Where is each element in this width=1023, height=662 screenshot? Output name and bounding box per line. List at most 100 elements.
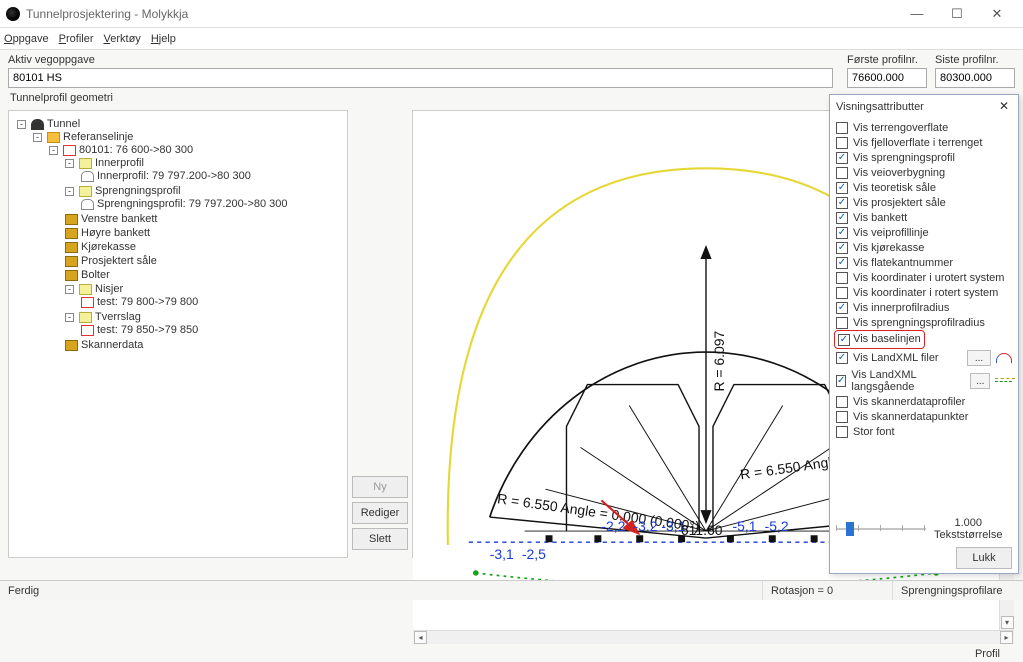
tree-tverr[interactable]: Tverrslag: [95, 311, 141, 323]
checkbox[interactable]: [836, 287, 848, 299]
popup-checkbox-row[interactable]: Stor font: [836, 426, 1012, 438]
checkbox[interactable]: [836, 167, 848, 179]
menu-profiler[interactable]: Profiler: [59, 33, 94, 45]
checkbox[interactable]: [836, 426, 848, 438]
maximize-button[interactable]: ☐: [937, 0, 977, 28]
menubar: Oppgave Profiler Verktøy Hjelp: [0, 28, 1023, 50]
checkbox[interactable]: ✓: [838, 334, 850, 346]
checkbox-label: Vis bankett: [853, 212, 907, 224]
popup-checkbox-row[interactable]: ✓ Vis bankett: [836, 212, 1012, 224]
profile-icon: [81, 171, 94, 182]
checkbox[interactable]: [836, 317, 848, 329]
font-size-slider[interactable]: [836, 522, 926, 536]
tree-inner[interactable]: Innerprofil: [95, 157, 144, 169]
tree-ref[interactable]: Referanselinje: [63, 131, 133, 143]
tree-kjore[interactable]: Kjørekasse: [81, 241, 136, 253]
menu-oppgave[interactable]: Oppgave: [4, 33, 49, 45]
popup-checkbox-row[interactable]: Vis veioverbygning: [836, 167, 1012, 179]
checkbox-label: Vis innerprofilradius: [853, 302, 949, 314]
minimize-button[interactable]: —: [897, 0, 937, 28]
expander[interactable]: -: [65, 187, 74, 196]
checkbox[interactable]: ✓: [836, 182, 848, 194]
popup-checkbox-row[interactable]: Vis sprengningsprofilradius: [836, 317, 1012, 329]
tree-hoyre[interactable]: Høyre bankett: [81, 227, 150, 239]
close-button[interactable]: ✕: [977, 0, 1017, 28]
expander[interactable]: -: [49, 146, 58, 155]
popup-checkbox-row[interactable]: ✓Vis kjørekasse: [836, 242, 1012, 254]
checkbox[interactable]: ✓: [836, 197, 848, 209]
folder-icon: [79, 186, 92, 197]
checkbox[interactable]: ✓: [836, 227, 848, 239]
checkbox[interactable]: ✓: [836, 257, 848, 269]
dots-button[interactable]: ...: [967, 350, 991, 366]
popup-checkbox-row[interactable]: Vis koordinater i rotert system: [836, 287, 1012, 299]
slider-value: 1.000: [934, 517, 1002, 529]
tree-venstre[interactable]: Venstre bankett: [81, 213, 157, 225]
tree-spreng-child[interactable]: Sprengningsprofil: 79 797.200->80 300: [97, 198, 288, 210]
forste-input[interactable]: [847, 68, 927, 88]
expander[interactable]: -: [17, 120, 26, 129]
checkbox[interactable]: ✓: [836, 375, 846, 387]
menu-hjelp[interactable]: Hjelp: [151, 33, 176, 45]
slett-button[interactable]: Slett: [352, 528, 408, 550]
checkbox-label: Vis teoretisk såle: [853, 182, 936, 194]
tree-panel[interactable]: -Tunnel -Referanselinje -80101: 76 600->…: [8, 110, 348, 558]
checkbox[interactable]: [836, 122, 848, 134]
popup-checkbox-row[interactable]: ✓Vis sprengningsprofil: [836, 152, 1012, 164]
r-top-label: R = 6.097: [711, 330, 727, 391]
siste-input[interactable]: [935, 68, 1015, 88]
popup-checkbox-row[interactable]: ✓Vis prosjektert såle: [836, 197, 1012, 209]
popup-checkbox-row[interactable]: ✓ Vis innerprofilradius: [836, 302, 1012, 314]
expander[interactable]: -: [65, 285, 74, 294]
popup-checkbox-row[interactable]: ✓Vis veiprofillinje: [836, 227, 1012, 239]
popup-checkbox-row[interactable]: ✓ Vis baselinjen: [836, 332, 1012, 347]
tree-skanner[interactable]: Skannerdata: [81, 339, 143, 351]
popup-close-button[interactable]: ✕: [996, 99, 1012, 115]
tree-root[interactable]: Tunnel: [47, 118, 80, 130]
checkbox[interactable]: ✓: [836, 242, 848, 254]
rediger-button[interactable]: Rediger: [352, 502, 408, 524]
center-num: 611.60: [681, 522, 723, 538]
expander[interactable]: -: [65, 159, 74, 168]
tree-refnum[interactable]: 80101: 76 600->80 300: [79, 144, 193, 156]
checkbox[interactable]: [836, 411, 848, 423]
popup-checkbox-row[interactable]: Vis skannerdataprofiler: [836, 396, 1012, 408]
checkbox[interactable]: [836, 396, 848, 408]
tree-bolter[interactable]: Bolter: [81, 269, 110, 281]
popup-checkbox-row[interactable]: ✓ Vis teoretisk såle: [836, 182, 1012, 194]
popup-checkbox-row[interactable]: Vis koordinater i urotert system: [836, 272, 1012, 284]
scroll-down-icon[interactable]: ▾: [1001, 616, 1014, 629]
checkbox-label: Stor font: [853, 426, 895, 438]
dots-button[interactable]: ...: [970, 373, 990, 389]
tree-spreng[interactable]: Sprengningsprofil: [95, 185, 181, 197]
aktiv-input[interactable]: [8, 68, 833, 88]
popup-checkbox-row[interactable]: Vis fjelloverflate i terrenget: [836, 137, 1012, 149]
item-icon: [81, 297, 94, 308]
checkbox[interactable]: [836, 272, 848, 284]
scroll-left-icon[interactable]: ◂: [414, 631, 427, 644]
popup-checkbox-row[interactable]: Vis skannerdatapunkter: [836, 411, 1012, 423]
tree-inner-child[interactable]: Innerprofil: 79 797.200->80 300: [97, 170, 251, 182]
tree-prosj[interactable]: Prosjektert såle: [81, 255, 157, 267]
checkbox[interactable]: ✓: [836, 212, 848, 224]
app-icon: [6, 7, 20, 21]
popup-checkbox-row[interactable]: ✓Vis LandXML langsgående...: [836, 369, 1012, 393]
lukk-button[interactable]: Lukk: [956, 547, 1012, 569]
popup-checkbox-row[interactable]: Vis terrengoverflate: [836, 122, 1012, 134]
tree-nisjer-child[interactable]: test: 79 800->79 800: [97, 296, 198, 308]
expander[interactable]: -: [65, 313, 74, 322]
tree-nisjer[interactable]: Nisjer: [95, 283, 123, 295]
checkbox[interactable]: ✓: [836, 352, 848, 364]
tree-tverr-child[interactable]: test: 79 850->79 850: [97, 324, 198, 336]
popup-checkbox-row[interactable]: ✓Vis LandXML filer ...: [836, 350, 1012, 366]
checkbox[interactable]: ✓: [836, 152, 848, 164]
ny-button[interactable]: Ny: [352, 476, 408, 498]
checkbox[interactable]: [836, 137, 848, 149]
menu-verktoy[interactable]: Verktøy: [104, 33, 141, 45]
horizontal-scrollbar[interactable]: ◂ ▸: [413, 630, 1014, 644]
popup-checkbox-row[interactable]: ✓Vis flatekantnummer: [836, 257, 1012, 269]
scroll-right-icon[interactable]: ▸: [1000, 631, 1013, 644]
expander[interactable]: -: [33, 133, 42, 142]
status-rot: Rotasjon = 0: [763, 581, 893, 600]
checkbox[interactable]: ✓: [836, 302, 848, 314]
